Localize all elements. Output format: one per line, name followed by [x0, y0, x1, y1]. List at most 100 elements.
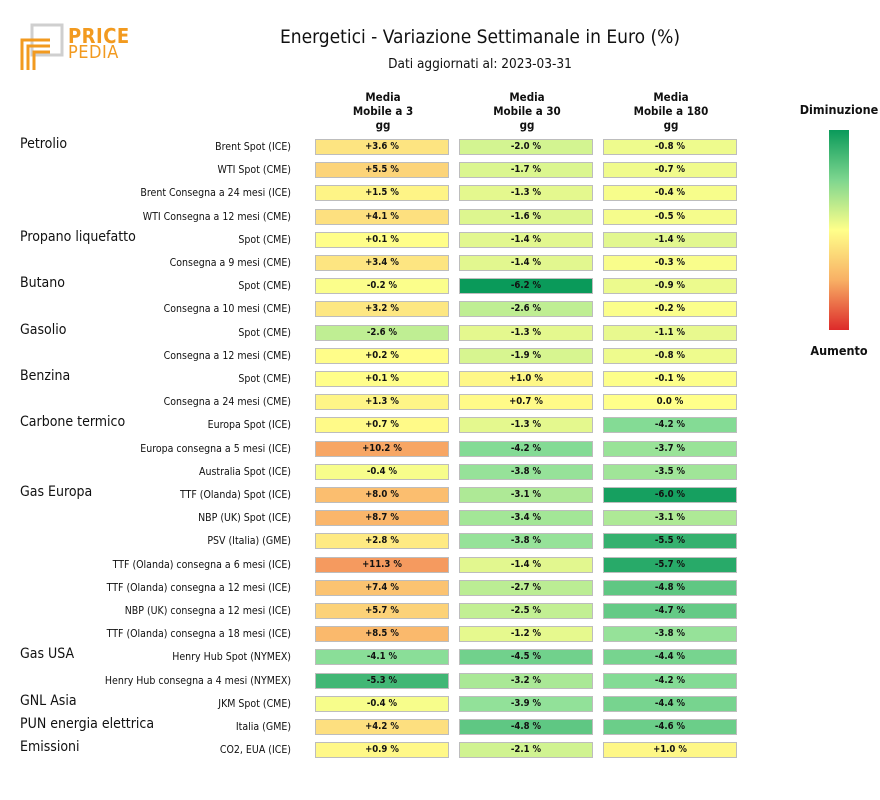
heatmap-cell: -1.9 % [459, 347, 593, 364]
group-label: Gasolio [20, 321, 67, 338]
heatmap-cell: -1.4 % [459, 255, 593, 271]
heatmap-cell: -1.4 % [603, 231, 737, 248]
row-label: Henry Hub consegna a 4 mesi (NYMEX) [104, 674, 291, 687]
heatmap-cell: +0.7 % [315, 417, 449, 434]
heatmap-cell: -1.3 % [459, 324, 593, 341]
logo-mark-icon [20, 23, 64, 70]
heatmap-cell: +3.6 % [315, 139, 449, 155]
legend-top-label: Diminuzione [799, 102, 879, 117]
heatmap-cell: -3.2 % [459, 672, 593, 689]
heatmap-cell: +0.2 % [315, 347, 449, 364]
group-label: Gas Europa [20, 484, 93, 500]
heatmap-cell: +4.1 % [315, 208, 449, 225]
heatmap-cell: -3.8 % [459, 533, 593, 550]
group-label: GNL Asia [20, 692, 77, 709]
row-label: WTI Spot (CME) [217, 164, 291, 177]
heatmap-cell: -1.3 % [459, 417, 593, 434]
row-label: NBP (UK) consegna a 12 mesi (ICE) [124, 605, 291, 617]
heatmap-cell: -2.0 % [459, 139, 593, 155]
heatmap-cell: -4.2 % [603, 417, 737, 434]
heatmap-cell: -3.4 % [459, 510, 593, 527]
heatmap-cell: -1.4 % [459, 556, 593, 573]
heatmap-cell: -0.9 % [603, 278, 737, 295]
heatmap-cell: -6.2 % [459, 278, 593, 295]
group-label: PUN energia elettrica [20, 716, 155, 732]
heatmap-cell: +0.1 % [315, 231, 449, 248]
heatmap-cell: -4.2 % [459, 440, 593, 457]
group-label: Butano [20, 275, 65, 292]
heatmap-cell: +5.7 % [315, 603, 449, 619]
heatmap-cell: -4.1 % [315, 649, 449, 666]
heatmap-cell: +3.4 % [315, 255, 449, 271]
heatmap-cell: -4.6 % [603, 719, 737, 735]
heatmap-cell: -0.2 % [315, 278, 449, 295]
row-label: Europa Spot (ICE) [207, 419, 291, 432]
row-label: Australia Spot (ICE) [199, 465, 291, 478]
row-label: Spot (CME) [238, 280, 291, 293]
heatmap-cell: +8.7 % [315, 510, 449, 527]
heatmap-cell: -3.9 % [459, 695, 593, 712]
heatmap-cell: +8.0 % [315, 487, 449, 503]
heatmap-cell: -0.3 % [603, 255, 737, 271]
heatmap-cell: -0.5 % [603, 208, 737, 225]
heatmap-cell: -5.3 % [315, 672, 449, 689]
group-label: Emissioni [20, 739, 80, 756]
heatmap-cell: +4.2 % [315, 719, 449, 735]
row-label: Spot (CME) [238, 233, 291, 246]
heatmap-cell: -3.7 % [603, 440, 737, 457]
heatmap-cell: -0.1 % [603, 371, 737, 387]
heatmap-cell: +1.3 % [315, 394, 449, 411]
group-label: Carbone termico [20, 414, 126, 431]
heatmap-cell: -2.5 % [459, 603, 593, 619]
heatmap-cell: -0.4 % [603, 185, 737, 202]
heatmap-cell: -0.8 % [603, 347, 737, 364]
heatmap-cell: +7.4 % [315, 579, 449, 596]
row-label: WTI Consegna a 12 mesi (CME) [142, 210, 291, 223]
row-label: CO2, EUA (ICE) [219, 744, 291, 757]
row-label: TTF (Olanda) consegna a 12 mesi (ICE) [106, 581, 291, 594]
logo-text-pedia: PEDIA [68, 42, 119, 63]
row-label: PSV (Italia) (GME) [207, 535, 291, 548]
row-label: Henry Hub Spot (NYMEX) [172, 651, 291, 664]
heatmap-cell: -1.1 % [603, 324, 737, 341]
heatmap-cell: +3.2 % [315, 301, 449, 318]
heatmap-cell: -4.8 % [459, 719, 593, 735]
heatmap-cell: +1.0 % [603, 742, 737, 759]
heatmap-cell: -0.4 % [315, 695, 449, 712]
heatmap-cell: -2.6 % [459, 301, 593, 318]
legend-bottom-label: Aumento [810, 343, 868, 358]
heatmap-cell: +10.2 % [315, 440, 449, 457]
row-label: Europa consegna a 5 mesi (ICE) [140, 442, 291, 455]
heatmap-cell: -4.5 % [459, 649, 593, 666]
row-label: Consegna a 10 mesi (CME) [163, 303, 291, 316]
heatmap-cell: -4.2 % [603, 672, 737, 689]
legend-color-scale [829, 130, 849, 330]
heatmap-cell: -4.8 % [603, 579, 737, 596]
heatmap-cell: -4.4 % [603, 649, 737, 666]
heatmap-cell: -6.0 % [603, 487, 737, 503]
column-header-3: Media Mobile a 180 gg [633, 90, 709, 132]
heatmap-cell: -3.8 % [603, 626, 737, 643]
heatmap-cell: -2.6 % [315, 324, 449, 341]
heatmap-cell: +1.0 % [459, 371, 593, 387]
row-label: Consegna a 12 mesi (CME) [163, 349, 291, 362]
row-label: Consegna a 24 mesi (CME) [163, 396, 291, 409]
heatmap-cell: -1.6 % [459, 208, 593, 225]
heatmap-cell: -2.1 % [459, 742, 593, 759]
chart-title: Energetici - Variazione Settimanale in E… [279, 26, 681, 48]
row-label: TTF (Olanda) consegna a 6 mesi (ICE) [112, 558, 291, 571]
row-label: Brent Consegna a 24 mesi (ICE) [140, 187, 291, 200]
row-label: TTF (Olanda) Spot (ICE) [180, 489, 291, 501]
heatmap-cell: -4.4 % [603, 695, 737, 712]
heatmap-cell: -1.2 % [459, 626, 593, 643]
row-label: Spot (CME) [238, 373, 291, 385]
column-header-1: Media Mobile a 3 gg [352, 90, 414, 132]
heatmap-cell: +8.5 % [315, 626, 449, 643]
row-label: NBP (UK) Spot (ICE) [198, 512, 291, 525]
heatmap-cell: -0.4 % [315, 463, 449, 480]
group-label: Propano liquefatto [20, 228, 136, 245]
heatmap-cell: -0.2 % [603, 301, 737, 318]
column-header-2: Media Mobile a 30 gg [493, 90, 561, 132]
group-label: Gas USA [20, 646, 75, 663]
heatmap-cell: -3.1 % [603, 510, 737, 527]
